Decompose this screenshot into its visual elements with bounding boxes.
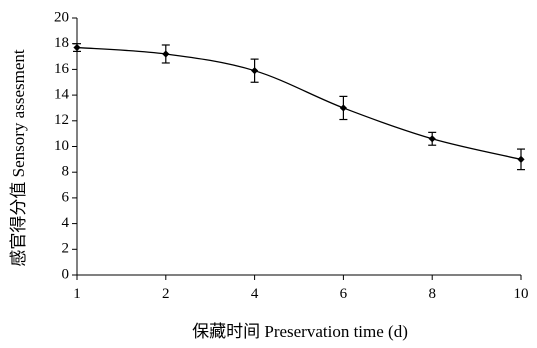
y-axis-title: 感官得分值 Sensory assesment [9, 49, 28, 266]
x-tick-label: 2 [162, 286, 170, 302]
x-axis-title: 保藏时间 Preservation time (d) [192, 322, 408, 341]
data-point [251, 67, 258, 74]
data-point [429, 135, 436, 142]
x-tick-label: 4 [251, 286, 259, 302]
y-tick-label: 10 [54, 138, 69, 154]
y-tick-label: 14 [54, 87, 70, 103]
data-point [517, 156, 524, 163]
data-point [73, 44, 80, 51]
x-tick-label: 6 [340, 286, 348, 302]
y-tick-label: 0 [62, 266, 70, 282]
y-tick-label: 12 [54, 112, 69, 128]
y-tick-label: 2 [62, 241, 70, 257]
x-tick-label: 8 [428, 286, 436, 302]
data-point [162, 50, 169, 57]
y-tick-label: 16 [54, 61, 70, 77]
data-point [340, 104, 347, 111]
y-tick-label: 18 [54, 35, 69, 51]
x-tick-label: 1 [73, 286, 81, 302]
y-tick-label: 20 [54, 9, 69, 25]
y-tick-label: 8 [62, 164, 70, 180]
series-line [77, 48, 521, 160]
x-tick-label: 10 [514, 286, 529, 302]
y-tick-label: 6 [62, 189, 70, 205]
y-tick-label: 4 [62, 215, 70, 231]
